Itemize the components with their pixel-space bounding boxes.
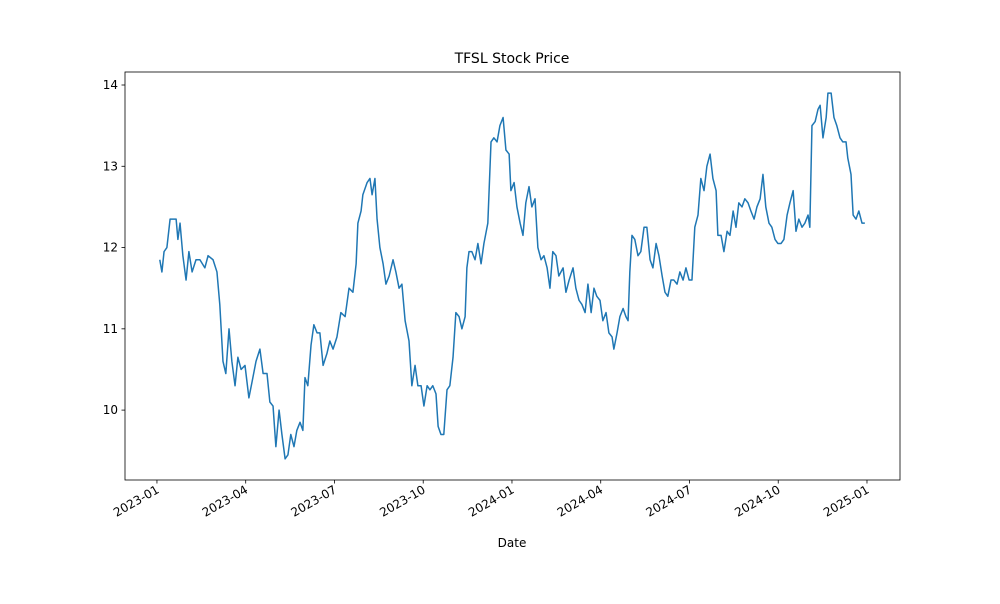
y-tick-label: 11 <box>103 322 118 336</box>
plot-frame <box>124 71 901 481</box>
y-tick-label: 12 <box>103 241 118 255</box>
x-axis-label: Date <box>498 536 527 550</box>
chart-title: TFSL Stock Price <box>454 51 570 67</box>
y-tick-label: 14 <box>103 78 118 92</box>
price-line <box>159 92 865 460</box>
y-tick-label: 13 <box>103 159 118 173</box>
y-tick-label: 10 <box>103 403 118 417</box>
